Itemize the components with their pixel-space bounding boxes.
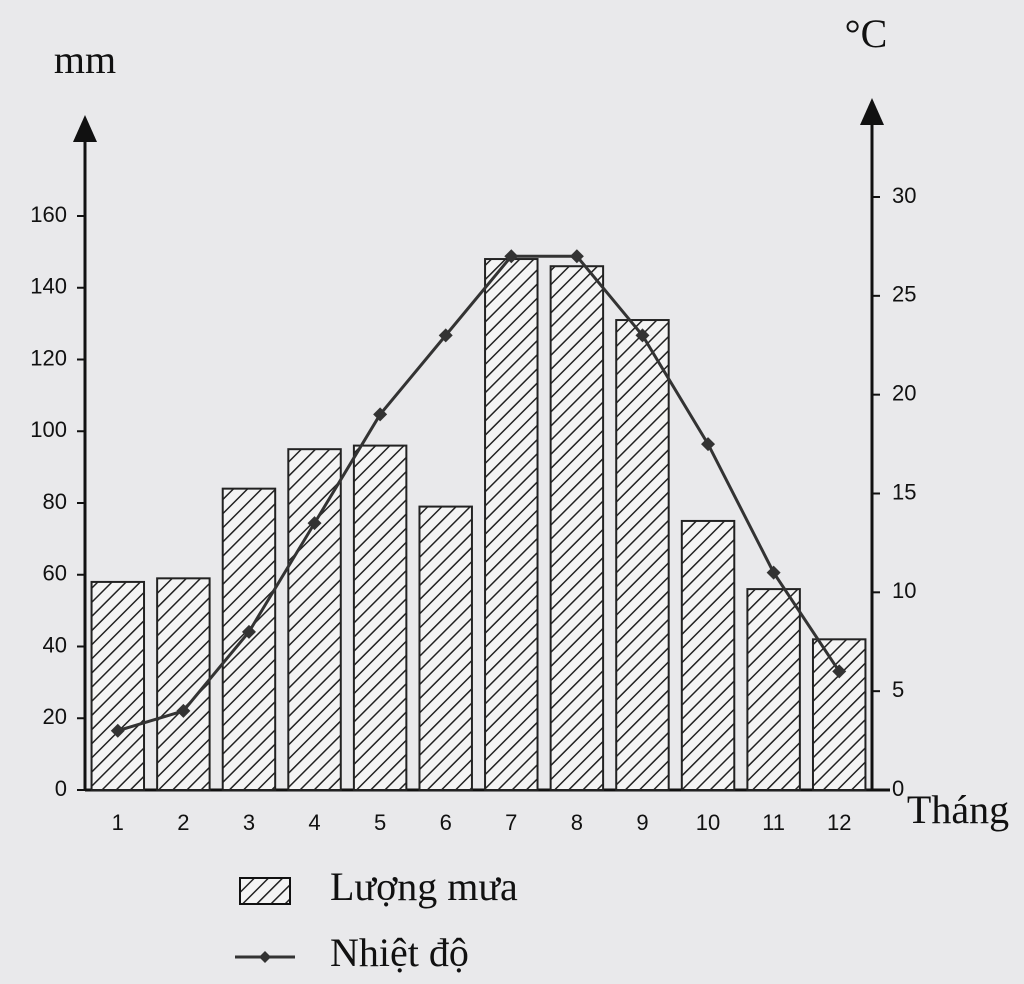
- temperature-marker: [635, 328, 650, 343]
- bar: [156, 577, 211, 792]
- bar: [680, 519, 736, 791]
- y2-axis-label: °C: [845, 11, 888, 56]
- temperature-marker: [373, 407, 388, 422]
- y2-tick-label: 10: [892, 578, 916, 603]
- temperature-marker: [110, 723, 125, 738]
- x-tick-label: 1: [112, 810, 124, 835]
- x-tick-label: 5: [374, 810, 386, 835]
- bar: [221, 487, 277, 791]
- temperature-marker: [241, 624, 256, 639]
- x-tick-label: 12: [827, 810, 851, 835]
- x-tick-label: 11: [762, 810, 785, 835]
- y-tick-label: 0: [55, 776, 67, 801]
- y-tick-label: 120: [30, 345, 67, 370]
- y2-tick-label: 0: [892, 776, 904, 801]
- x-tick-label: 4: [308, 810, 320, 835]
- y2-tick-label: 25: [892, 282, 916, 307]
- bar: [811, 638, 867, 792]
- y2-tick-label: 20: [892, 380, 916, 405]
- temperature-line: [117, 254, 841, 733]
- x-axis-label: Tháng: [907, 787, 1009, 832]
- y2-axis-arrow: [860, 98, 884, 125]
- x-tick-label: 2: [177, 810, 189, 835]
- bar: [484, 258, 539, 791]
- y-tick-label: 20: [43, 704, 67, 729]
- temperature-marker: [438, 328, 453, 343]
- y-tick-label: 40: [43, 632, 67, 657]
- legend-label: Lượng mưa: [330, 864, 518, 909]
- temperature-marker: [766, 565, 781, 580]
- x-tick-label: 9: [636, 810, 648, 835]
- bar: [746, 588, 801, 791]
- y-tick-label: 80: [43, 489, 67, 514]
- y2-tick-label: 15: [892, 479, 916, 504]
- x-tick-label: 3: [243, 810, 255, 835]
- temperature-marker: [504, 249, 519, 264]
- bar: [352, 444, 408, 791]
- temperature-marker: [569, 249, 584, 264]
- y-tick-label: 100: [30, 417, 67, 442]
- legend-marker: [259, 951, 271, 963]
- y-axis-arrow: [73, 115, 97, 142]
- x-tick-label: 6: [440, 810, 452, 835]
- bar: [615, 319, 670, 791]
- x-tick-label: 8: [571, 810, 583, 835]
- y2-tick-label: 30: [892, 183, 916, 208]
- y-tick-label: 60: [43, 561, 67, 586]
- legend-label: Nhiệt độ: [330, 930, 469, 975]
- y-axis-label: mm: [54, 37, 116, 82]
- y-tick-label: 160: [30, 202, 67, 227]
- x-tick-label: 10: [696, 810, 720, 835]
- x-tick-label: 7: [505, 810, 517, 835]
- temperature-marker: [307, 516, 322, 531]
- temperature-marker: [176, 703, 191, 718]
- bar: [90, 580, 146, 791]
- bar: [287, 448, 342, 791]
- bar: [549, 265, 605, 792]
- legend-swatch: [239, 877, 291, 905]
- y-tick-label: 140: [30, 274, 67, 299]
- temperature-marker: [832, 664, 847, 679]
- y2-tick-label: 5: [892, 677, 904, 702]
- bar: [418, 505, 473, 791]
- temperature-marker: [701, 437, 716, 452]
